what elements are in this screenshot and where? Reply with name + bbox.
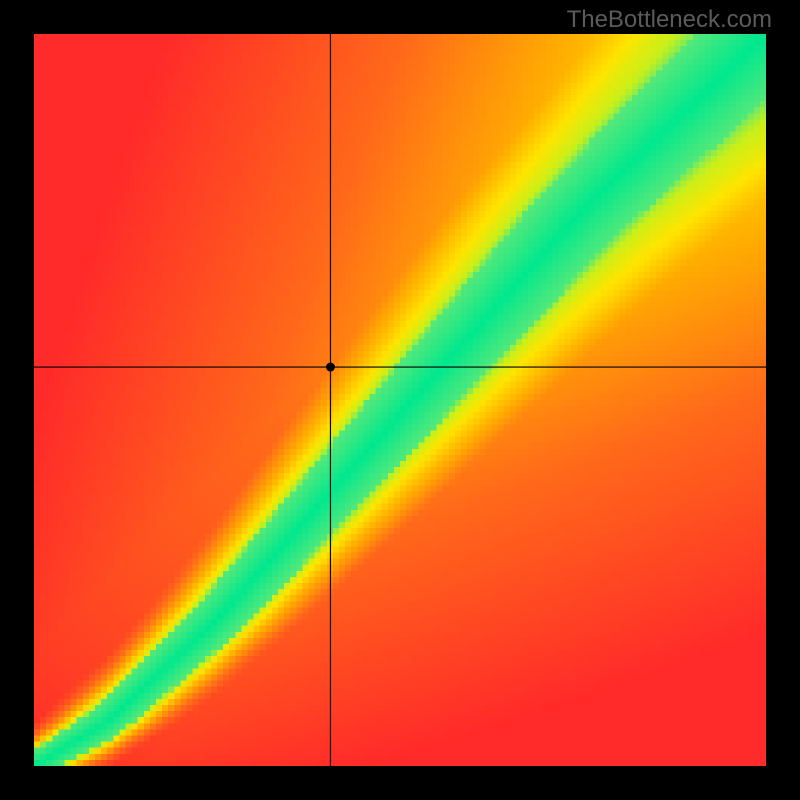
chart-container: TheBottleneck.com xyxy=(0,0,800,800)
watermark-text: TheBottleneck.com xyxy=(567,6,772,34)
bottleneck-heatmap xyxy=(34,34,766,766)
